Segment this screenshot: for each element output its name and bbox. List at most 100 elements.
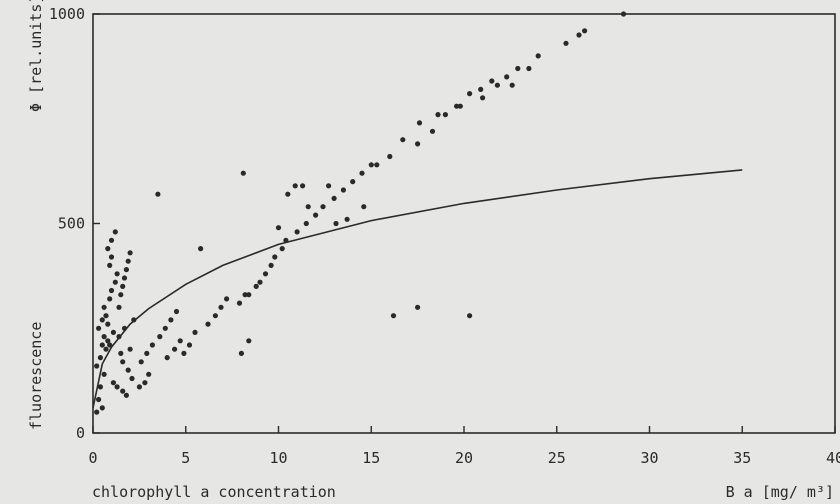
data-point	[97, 384, 103, 390]
data-point	[457, 103, 463, 109]
data-point	[112, 279, 118, 285]
data-point	[416, 120, 423, 126]
data-point	[268, 262, 274, 268]
data-point	[168, 317, 174, 323]
data-point	[272, 254, 278, 260]
data-point	[103, 346, 109, 352]
x-tick-label-5: 5	[181, 449, 190, 467]
data-point	[368, 162, 374, 168]
data-point	[262, 271, 269, 277]
data-point	[435, 112, 441, 118]
data-point	[467, 313, 473, 319]
data-point	[390, 313, 397, 319]
data-point	[303, 220, 309, 227]
data-points-layer	[94, 11, 627, 415]
data-point	[198, 246, 204, 252]
data-point	[415, 141, 421, 147]
data-point	[480, 95, 486, 101]
ticks-layer: 0 5 10 15 20 25 30 35 40 0 500 1000	[49, 5, 840, 467]
data-point	[246, 292, 252, 298]
data-point	[94, 363, 100, 369]
data-point	[181, 350, 187, 356]
data-point	[172, 346, 178, 352]
data-point	[108, 287, 115, 294]
data-point	[173, 308, 180, 315]
data-point	[108, 254, 115, 260]
data-point	[144, 350, 150, 356]
data-point	[107, 296, 113, 302]
data-point	[442, 112, 448, 118]
data-point	[387, 153, 393, 160]
data-point	[400, 137, 406, 143]
data-point	[331, 195, 337, 201]
data-point	[186, 342, 193, 348]
data-point	[192, 329, 198, 335]
data-point	[116, 334, 122, 340]
data-point	[123, 392, 129, 398]
data-point	[101, 371, 107, 377]
data-point	[121, 275, 128, 281]
y-axis-title-bottom: fluorescence	[27, 322, 45, 430]
data-point	[142, 380, 148, 386]
data-point	[108, 237, 115, 243]
x-tick-label-35: 35	[733, 449, 751, 467]
data-point	[101, 334, 107, 340]
data-point	[333, 220, 339, 227]
data-point	[146, 371, 152, 377]
y-axis-title-top: Φ [rel.units]	[27, 0, 45, 112]
data-point	[236, 300, 243, 306]
data-point	[283, 237, 289, 243]
data-point	[242, 292, 248, 298]
data-point	[99, 405, 105, 411]
y-tick-label-500: 500	[58, 215, 85, 233]
data-point	[105, 338, 111, 344]
data-point	[162, 325, 168, 331]
data-point	[374, 162, 380, 168]
data-point	[157, 334, 163, 340]
data-point	[253, 283, 259, 289]
data-point	[361, 204, 367, 210]
data-point	[429, 128, 436, 134]
x-tick-label-40: 40	[826, 449, 840, 467]
data-point	[509, 82, 515, 88]
data-point	[246, 338, 252, 344]
data-point	[359, 170, 365, 176]
data-point	[313, 212, 319, 218]
data-point	[118, 350, 124, 356]
x-tick-label-25: 25	[548, 449, 566, 467]
data-point	[94, 409, 100, 415]
data-point	[285, 191, 291, 197]
data-point	[96, 396, 102, 403]
data-point	[218, 304, 224, 310]
data-point	[127, 346, 133, 352]
plot-border	[92, 13, 836, 434]
data-point	[350, 179, 356, 185]
data-point	[454, 103, 460, 109]
data-point	[129, 375, 135, 382]
data-point	[114, 384, 120, 390]
data-point	[107, 342, 113, 348]
data-point	[149, 342, 155, 348]
data-point	[97, 355, 103, 361]
data-point	[576, 32, 582, 38]
data-point	[320, 204, 326, 210]
data-point	[114, 271, 120, 277]
x-axis-title-right: B a [mg/ m³]	[726, 483, 834, 501]
data-point	[103, 313, 109, 319]
data-point	[344, 216, 350, 222]
data-point	[99, 317, 105, 323]
data-point	[294, 229, 300, 235]
plot-frame	[92, 13, 836, 434]
x-tick-label-15: 15	[362, 449, 380, 467]
x-tick-label-0: 0	[88, 449, 97, 467]
data-point	[131, 317, 137, 323]
data-point	[275, 225, 282, 231]
data-point	[107, 262, 113, 268]
data-point	[504, 74, 510, 80]
data-point	[224, 296, 230, 302]
data-point	[279, 246, 285, 252]
data-point	[123, 267, 129, 273]
x-tick-label-10: 10	[269, 449, 287, 467]
data-point	[120, 359, 126, 365]
